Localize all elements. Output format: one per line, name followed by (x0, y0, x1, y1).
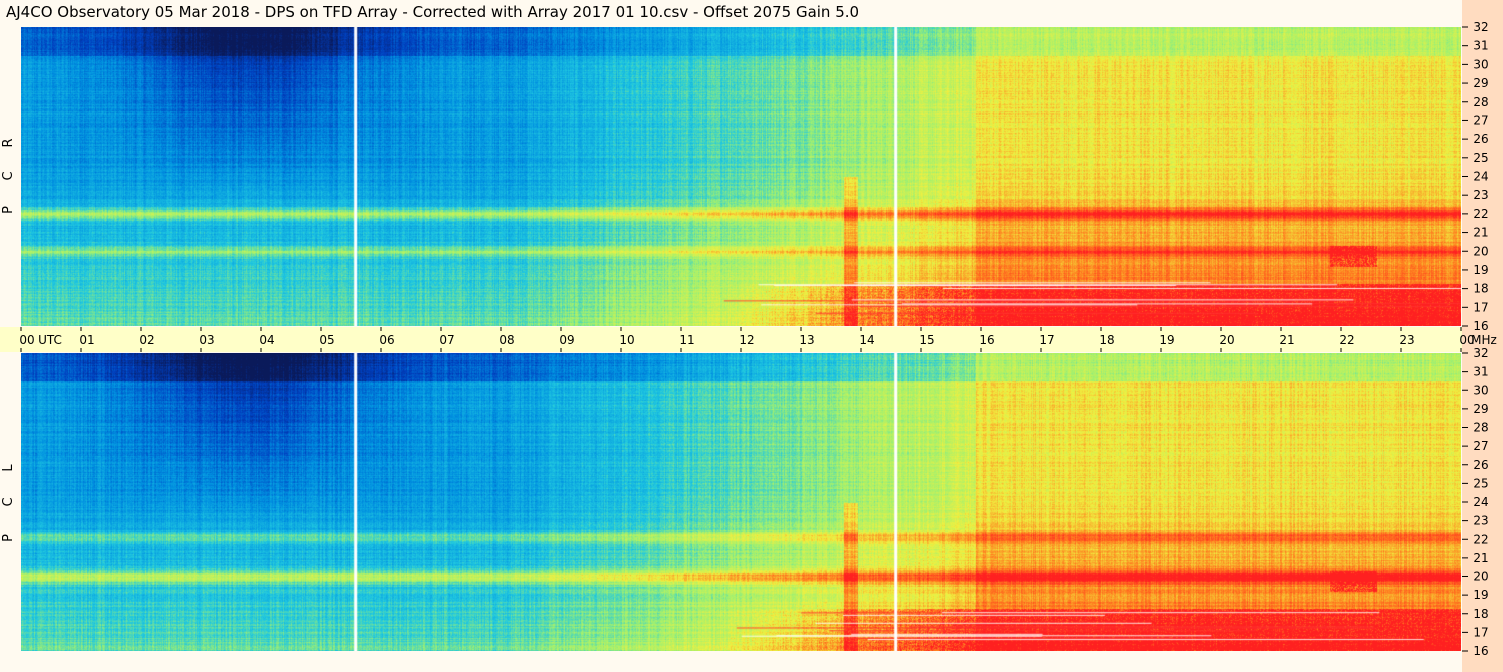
freq-tick-label: 31 (1473, 39, 1488, 53)
freq-tick-label: 25 (1473, 476, 1488, 490)
frequency-axis-strip (1462, 0, 1503, 672)
freq-tick-label: 26 (1473, 458, 1488, 472)
freq-tick-label: 28 (1473, 95, 1488, 109)
freq-tick-label: 20 (1473, 570, 1488, 584)
time-tick-label: 01 (79, 333, 94, 347)
lcp-spectrogram (21, 353, 1461, 651)
time-unit-label: UTC (38, 333, 62, 347)
time-tick-label: 08 (499, 333, 514, 347)
time-tick-label: 10 (619, 333, 634, 347)
time-tick-label: 13 (799, 333, 814, 347)
polarization-letter: C (1, 171, 16, 180)
time-tick-label: 06 (379, 333, 394, 347)
freq-tick-label: 26 (1473, 132, 1488, 146)
freq-tick-label: 24 (1473, 495, 1488, 509)
time-tick-label: 11 (679, 333, 694, 347)
time-tick-label: 04 (259, 333, 274, 347)
freq-tick-label: 23 (1473, 188, 1488, 202)
polarization-letter: P (1, 206, 16, 214)
freq-tick-label: 22 (1473, 532, 1488, 546)
time-tick-label: 23 (1399, 333, 1414, 347)
polarization-letter: P (1, 534, 16, 542)
rcp-spectrogram (21, 27, 1461, 326)
time-tick-label: 03 (199, 333, 214, 347)
time-tick-label: 09 (559, 333, 574, 347)
freq-unit-label: MHz (1471, 333, 1497, 347)
freq-tick-label: 19 (1473, 588, 1488, 602)
polarization-letter: R (1, 138, 16, 147)
freq-tick-label: 30 (1473, 383, 1488, 397)
polarization-letter: C (1, 497, 16, 506)
time-tick-label: 20 (1219, 333, 1234, 347)
time-tick-label: 07 (439, 333, 454, 347)
freq-tick-label: 30 (1473, 57, 1488, 71)
freq-tick-label: 19 (1473, 263, 1488, 277)
time-tick-label: 12 (739, 333, 754, 347)
freq-tick-label: 31 (1473, 365, 1488, 379)
freq-tick-label: 16 (1473, 644, 1488, 658)
time-tick-label: 00 (1459, 333, 1474, 347)
freq-tick-label: 27 (1473, 113, 1488, 127)
freq-tick-label: 22 (1473, 207, 1488, 221)
freq-tick-label: 20 (1473, 244, 1488, 258)
time-tick-label: 05 (319, 333, 334, 347)
freq-tick-label: 25 (1473, 151, 1488, 165)
freq-tick-label: 27 (1473, 439, 1488, 453)
freq-tick-label: 32 (1473, 346, 1488, 360)
time-tick-label: 02 (139, 333, 154, 347)
freq-tick-label: 18 (1473, 607, 1488, 621)
time-tick-label: 16 (979, 333, 994, 347)
time-tick-label: 18 (1099, 333, 1114, 347)
freq-tick-label: 28 (1473, 421, 1488, 435)
time-tick-label: 19 (1159, 333, 1174, 347)
time-tick-label: 22 (1339, 333, 1354, 347)
time-tick-label: 00 (19, 333, 34, 347)
freq-tick-label: 32 (1473, 20, 1488, 34)
time-axis-bar (0, 327, 1462, 352)
polarization-letter: L (1, 464, 16, 472)
freq-tick-label: 24 (1473, 170, 1488, 184)
time-tick-label: 14 (859, 333, 874, 347)
freq-tick-label: 17 (1473, 625, 1488, 639)
freq-tick-label: 21 (1473, 226, 1488, 240)
time-tick-label: 21 (1279, 333, 1294, 347)
freq-tick-label: 29 (1473, 76, 1488, 90)
time-tick-label: 15 (919, 333, 934, 347)
freq-tick-label: 23 (1473, 514, 1488, 528)
freq-tick-label: 21 (1473, 551, 1488, 565)
freq-tick-label: 16 (1473, 319, 1488, 333)
freq-tick-label: 17 (1473, 300, 1488, 314)
freq-tick-label: 29 (1473, 402, 1488, 416)
page-title: AJ4CO Observatory 05 Mar 2018 - DPS on T… (6, 3, 860, 21)
time-tick-label: 17 (1039, 333, 1054, 347)
freq-tick-label: 18 (1473, 282, 1488, 296)
